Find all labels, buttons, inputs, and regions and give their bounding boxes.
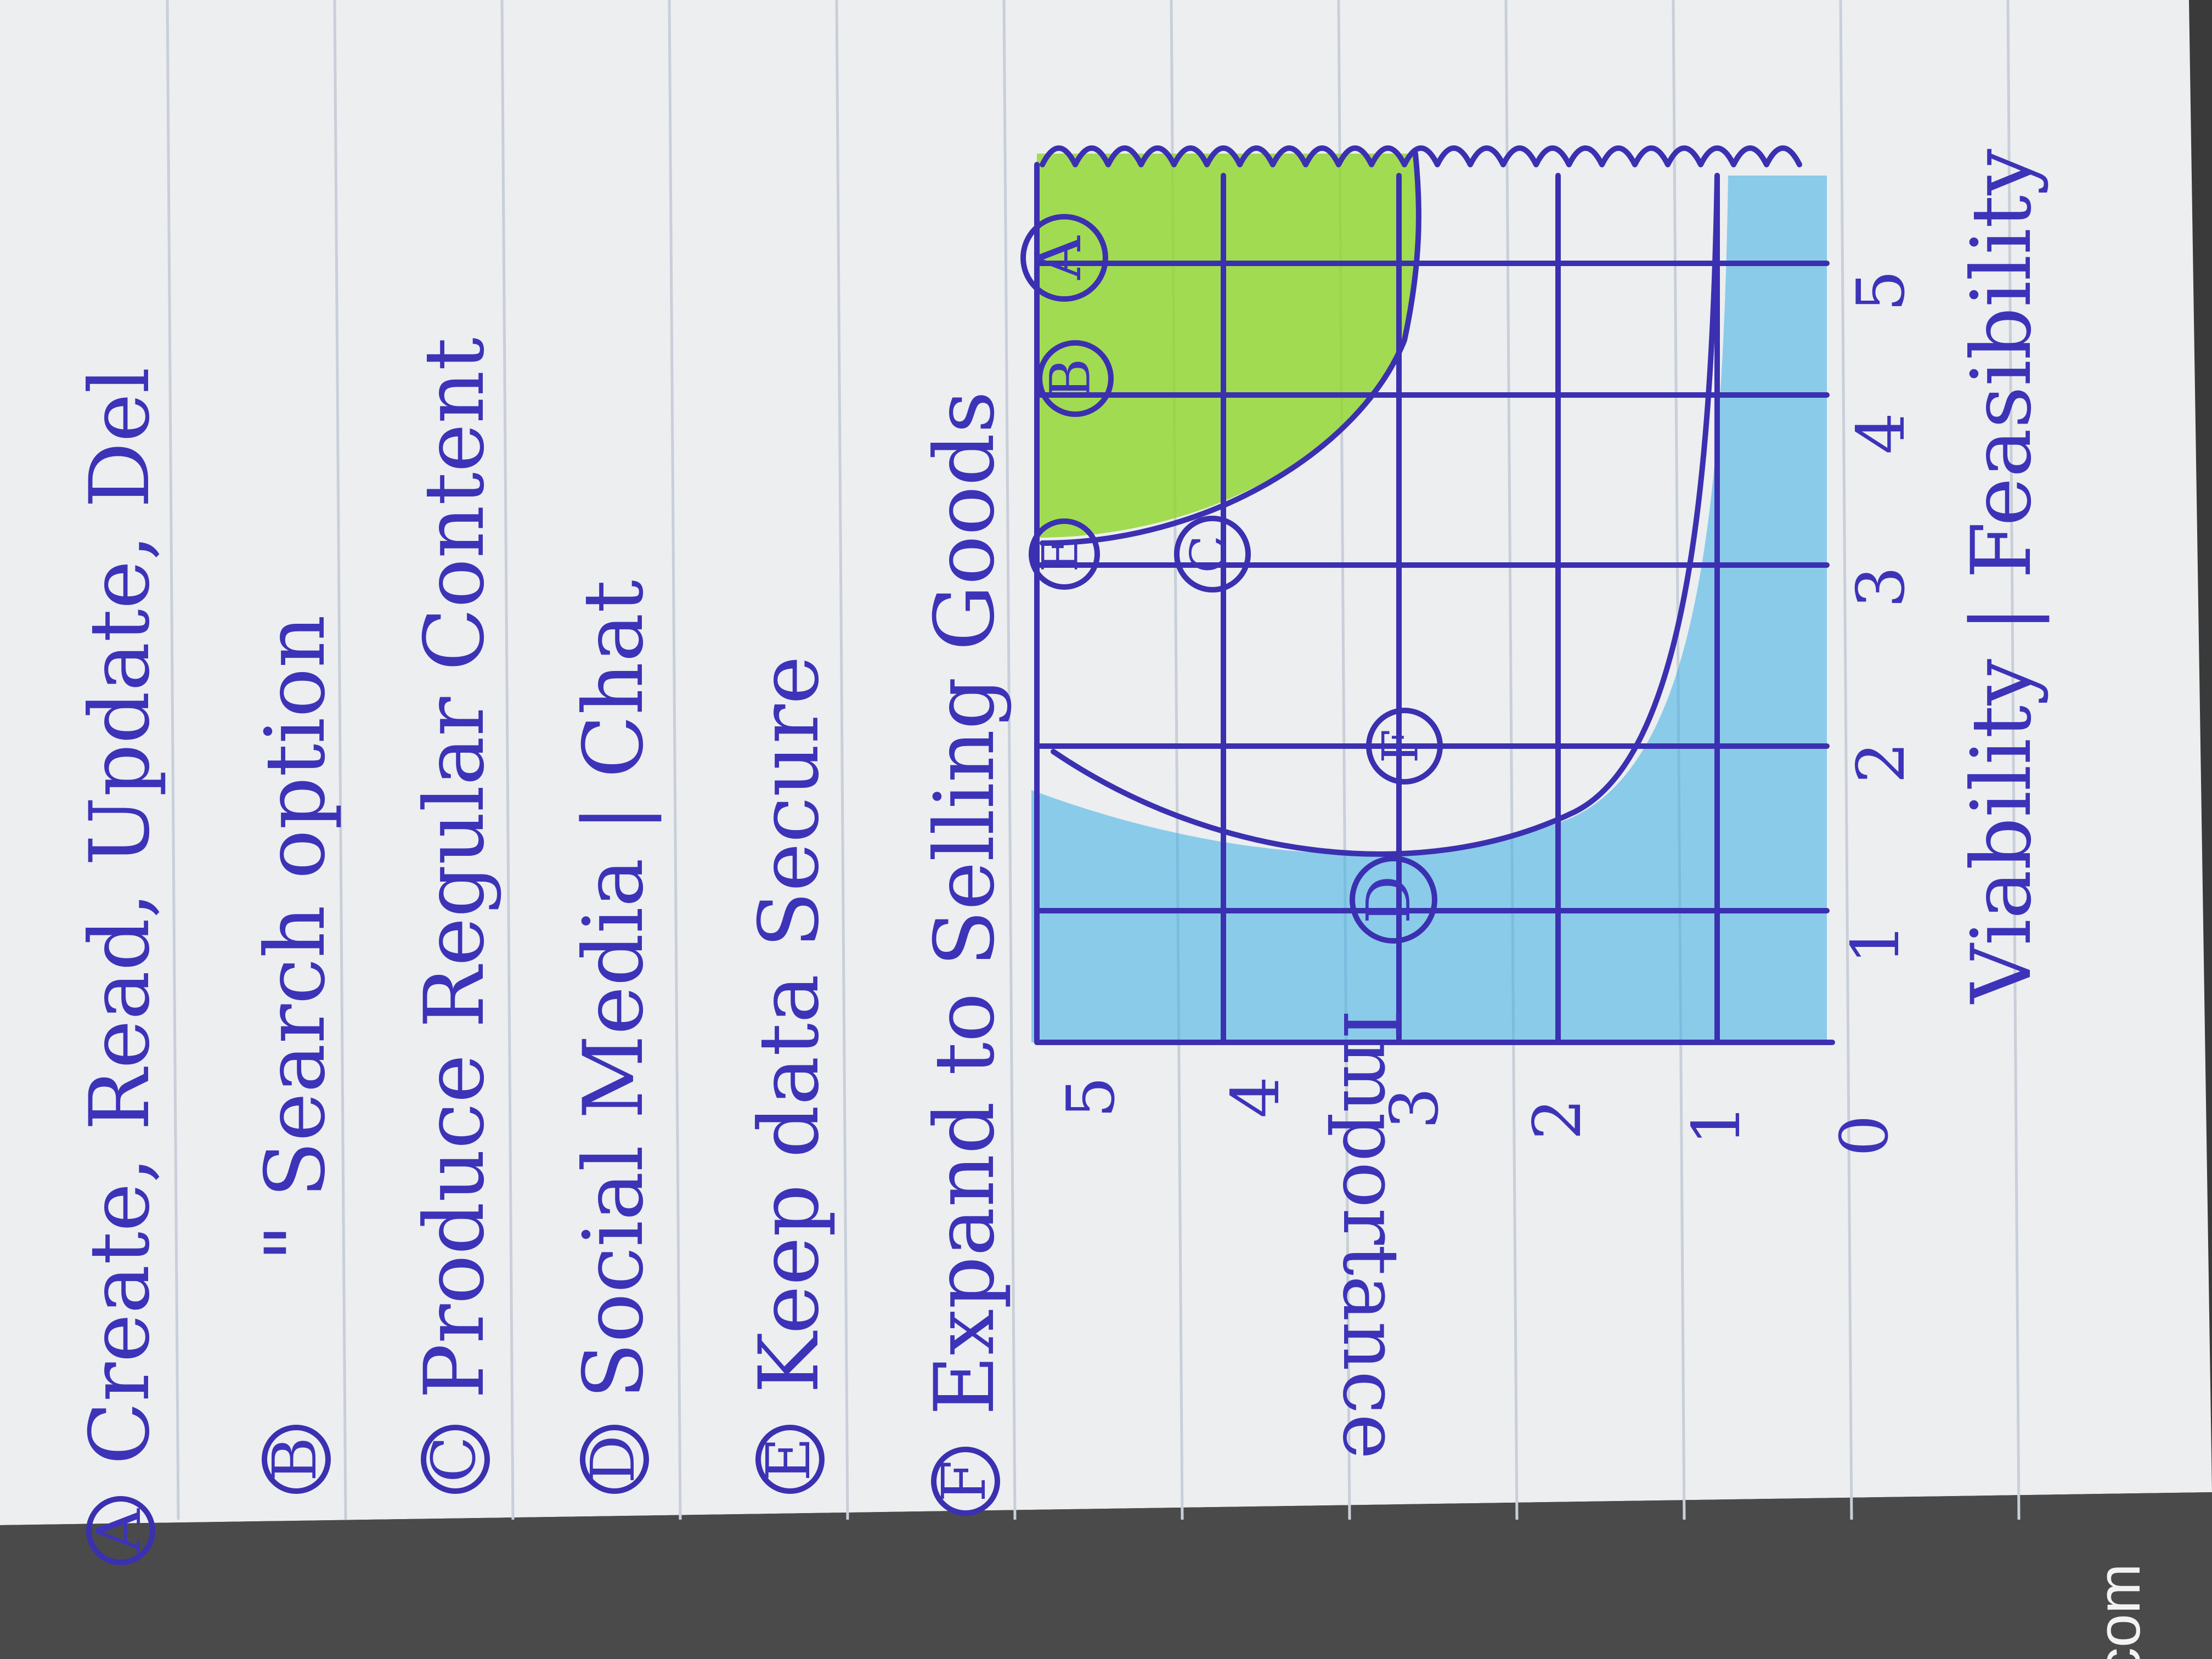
y-tick-labels: 5 4 3 2 1 0 xyxy=(1053,1076,1903,1156)
y-tick-1: 1 xyxy=(1679,1104,1755,1146)
note-a-text: Create, Read, Update, Del xyxy=(72,367,168,1465)
grid-lines xyxy=(1034,173,1830,1045)
note-a-letter: A xyxy=(84,1508,154,1553)
note-e-letter: E xyxy=(753,1437,823,1481)
note-e-circle xyxy=(755,1425,825,1494)
y-tick-3: 3 xyxy=(1377,1087,1453,1129)
high-priority-zone xyxy=(1037,154,1419,538)
point-f: F xyxy=(1366,708,1443,785)
point-e: E xyxy=(1029,518,1100,590)
note-f-circle xyxy=(931,1447,1000,1516)
x-tick-4: 4 xyxy=(1843,413,1920,454)
x-axis-label: Viability | Feasibility xyxy=(1954,149,2050,1005)
svg-text:A: A xyxy=(1024,235,1094,280)
origin-label: 0 xyxy=(1827,1115,1903,1156)
hatch-marks xyxy=(1040,145,1802,167)
svg-text:D: D xyxy=(1353,876,1424,924)
priority-sketch: 5 4 3 2 1 0 1 2 3 4 5 Importance Viabili… xyxy=(1020,145,2050,1459)
priority-curve xyxy=(1051,173,1720,857)
note-c-letter: C xyxy=(419,1436,489,1482)
x-tick-5: 5 xyxy=(1843,270,1920,312)
note-b-circle xyxy=(262,1425,331,1494)
point-d: D xyxy=(1350,856,1437,944)
note-f-letter: F xyxy=(929,1460,999,1502)
svg-text:E: E xyxy=(1031,536,1089,572)
x-tick-3: 3 xyxy=(1843,566,1920,608)
note-b-text: " Search option xyxy=(248,615,343,1262)
note-d-letter: D xyxy=(578,1435,648,1483)
note-d-circle xyxy=(580,1425,649,1494)
note-d-text: Social Media | Chat xyxy=(566,580,662,1399)
y-tick-5: 5 xyxy=(1053,1076,1130,1118)
low-priority-zone xyxy=(1031,176,1827,1042)
svg-text:F: F xyxy=(1372,729,1429,763)
x-tick-2: 2 xyxy=(1843,742,1920,783)
svg-text:B: B xyxy=(1039,358,1103,399)
point-c: C xyxy=(1174,516,1251,592)
y-axis-label: Importance xyxy=(1325,1009,1415,1459)
note-f-text: Expand to Selling Goods xyxy=(917,391,1013,1415)
y-tick-2: 2 xyxy=(1520,1098,1596,1140)
svg-text:C: C xyxy=(1180,535,1237,573)
note-c-text: Produce Regular Content xyxy=(407,337,503,1399)
notes-list: A Create, Read, Update, Del B " Search o… xyxy=(72,337,1013,1565)
note-a-circle xyxy=(86,1496,155,1565)
note-e-text: Keep data Secure xyxy=(742,656,837,1393)
note-b-letter: B xyxy=(259,1437,330,1482)
y-tick-4: 4 xyxy=(1218,1076,1294,1118)
x-tick-labels: 1 2 3 4 5 xyxy=(1838,270,1920,964)
watermark: signia-hearing.com xyxy=(2085,1564,2153,1659)
green-boundary xyxy=(1040,151,1421,546)
note-c-circle xyxy=(421,1425,490,1494)
plot-points: A B E C F D xyxy=(1020,214,1443,944)
point-b: B xyxy=(1037,340,1114,417)
shadow-area xyxy=(0,1492,2212,1659)
notebook-page xyxy=(0,0,2212,1525)
point-a: A xyxy=(1020,214,1108,302)
x-tick-1: 1 xyxy=(1838,923,1914,964)
